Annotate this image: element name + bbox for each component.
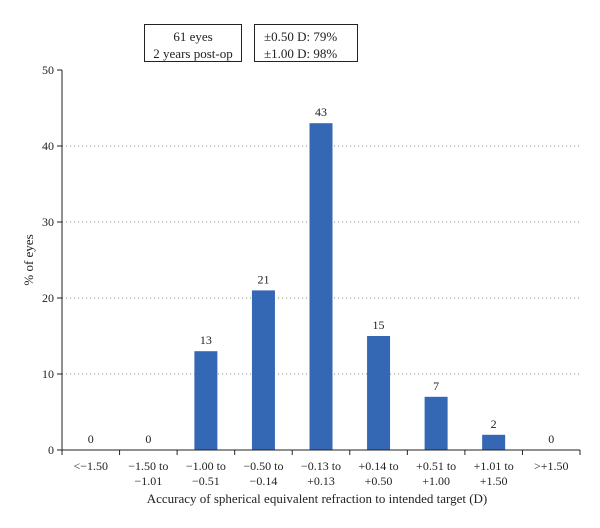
y-tick-label: 20 [42,291,54,305]
x-axis-label: Accuracy of spherical equivalent refract… [147,491,488,506]
y-tick-label: 10 [42,367,54,381]
data-label: 21 [257,272,269,286]
bar [194,351,218,450]
x-tick-label: −0.13 to +0.13 [301,459,341,488]
data-label: 15 [373,318,385,332]
x-tick-label: <−1.50 [74,459,109,473]
data-label: 0 [88,432,94,446]
axes [57,69,581,455]
bar [424,396,448,450]
accuracy-050-text: ±0.50 D: 79% [264,29,338,44]
y-tick-label: 50 [42,63,54,77]
y-axis-label: % of eyes [21,234,36,285]
accuracy-summary-box: ±0.50 D: 79% ±1.00 D: 98% [254,24,358,62]
x-tick-label: +1.01 to +1.50 [474,459,514,488]
bars [194,123,506,450]
bar [367,336,391,450]
bar [309,123,333,450]
y-tick-label: 40 [42,139,54,153]
bar [251,290,275,450]
data-label: 43 [315,105,327,119]
x-tick-label: −1.00 to −0.51 [186,459,226,488]
x-tick-label: +0.51 to +1.00 [416,459,456,488]
data-label: 13 [200,333,212,347]
cohort-eyes-text: 61 eyes [173,29,213,44]
data-label: 0 [548,432,554,446]
data-label: 0 [145,432,151,446]
data-label: 2 [491,417,497,431]
y-tick-label: 30 [42,215,54,229]
cohort-info-box: 61 eyes 2 years post-op [144,24,242,62]
accuracy-100-text: ±1.00 D: 98% [264,46,338,61]
y-tick-label: 0 [48,443,54,457]
x-tick-label: +0.14 to +0.50 [359,459,399,488]
x-tick-label: >+1.50 [534,459,569,473]
cohort-followup-text: 2 years post-op [153,46,233,61]
bar [482,434,506,450]
data-label: 7 [433,379,439,393]
x-tick-label: −1.50 to −1.01 [128,459,168,488]
x-tick-label: −0.50 to −0.14 [243,459,283,488]
